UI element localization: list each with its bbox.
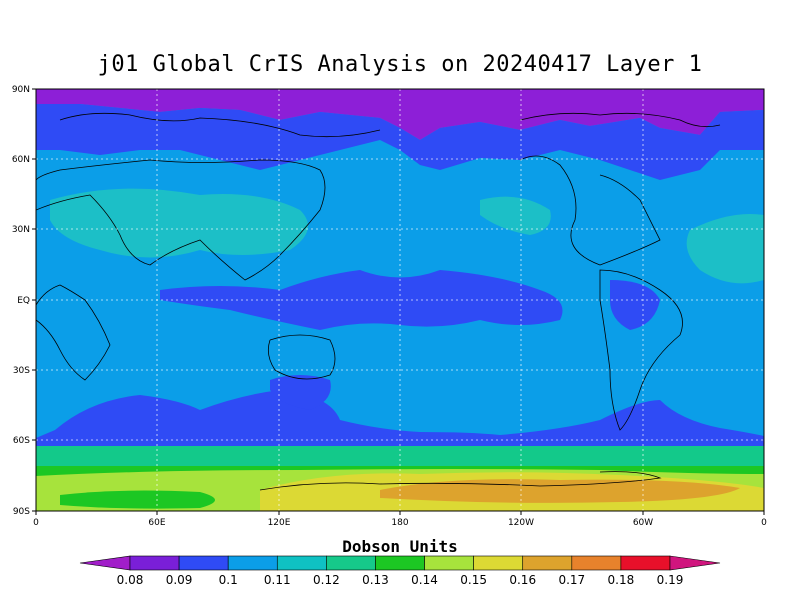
colorbar-label: 0.12 [313, 573, 340, 587]
north-subpolar-band [36, 104, 764, 180]
colorbar: 0.08 0.09 0.1 0.11 0.12 0.13 0.14 0.15 0.16 0.17 0… [79, 555, 721, 587]
colorbar-label: 0.08 [117, 573, 144, 587]
colorbar-label: 0.17 [558, 573, 585, 587]
colorbar-swatch [375, 555, 425, 571]
colorbar-label: 0.1 [219, 573, 238, 587]
graticule [36, 89, 764, 511]
colorbar-label: 0.15 [460, 573, 487, 587]
colorbar-label: 0.19 [657, 573, 684, 587]
colorbar-swatch [129, 555, 180, 571]
lon-label-0-right: 0 [761, 518, 767, 528]
colorbar-swatch [178, 555, 229, 571]
chart-title: j01 Global CrIS Analysis on 20240417 Lay… [97, 52, 703, 77]
colorbar-swatch [571, 555, 622, 571]
colorbar-swatch [227, 555, 278, 571]
subtropical-high-pacific [480, 196, 551, 235]
colorbar-label: 0.13 [362, 573, 389, 587]
colorbar-title: Dobson Units [342, 537, 458, 556]
colorbar-swatch [276, 555, 327, 571]
lon-label-180: 180 [391, 518, 408, 528]
subtropical-high-north [50, 188, 308, 258]
tick-marks [32, 88, 765, 515]
colorbar-label: 0.16 [509, 573, 536, 587]
lat-label-30s: 30S [13, 366, 30, 376]
colorbar-swatch [473, 555, 524, 571]
lon-label-0-left: 0 [33, 518, 39, 528]
colorbar-label: 0.09 [166, 573, 193, 587]
colorbar-swatch [326, 555, 376, 571]
colorbar-swatch [424, 555, 474, 571]
subtropical-high-atlantic [686, 214, 764, 284]
lon-label-60e: 60E [148, 518, 165, 528]
lat-label-90n: 90N [12, 85, 30, 95]
antarctic-core [380, 479, 740, 503]
lat-label-60s: 60S [13, 436, 30, 446]
colorbar-swatch [522, 555, 573, 571]
lon-label-120w: 120W [508, 518, 534, 528]
lat-label-eq: EQ [17, 296, 30, 306]
lat-label-60n: 60N [12, 155, 30, 165]
antarctic-green-pocket [60, 490, 215, 509]
lat-label-30n: 30N [12, 225, 30, 235]
colorbar-label: 0.14 [411, 573, 438, 587]
coastlines [36, 112, 721, 491]
colorbar-high-arrow [669, 555, 721, 571]
lon-label-120e: 120E [268, 518, 291, 528]
lat-label-90s: 90S [13, 507, 30, 517]
colorbar-low-arrow [79, 555, 131, 571]
south-subpolar-patch-a [270, 375, 331, 410]
tropical-low-south-america [610, 280, 660, 330]
colorbar-label: 0.11 [264, 573, 291, 587]
colorbar-swatch [620, 555, 671, 571]
colorbar-label: 0.18 [608, 573, 635, 587]
south-subpolar-band [36, 390, 764, 446]
lon-label-60w: 60W [633, 518, 653, 528]
